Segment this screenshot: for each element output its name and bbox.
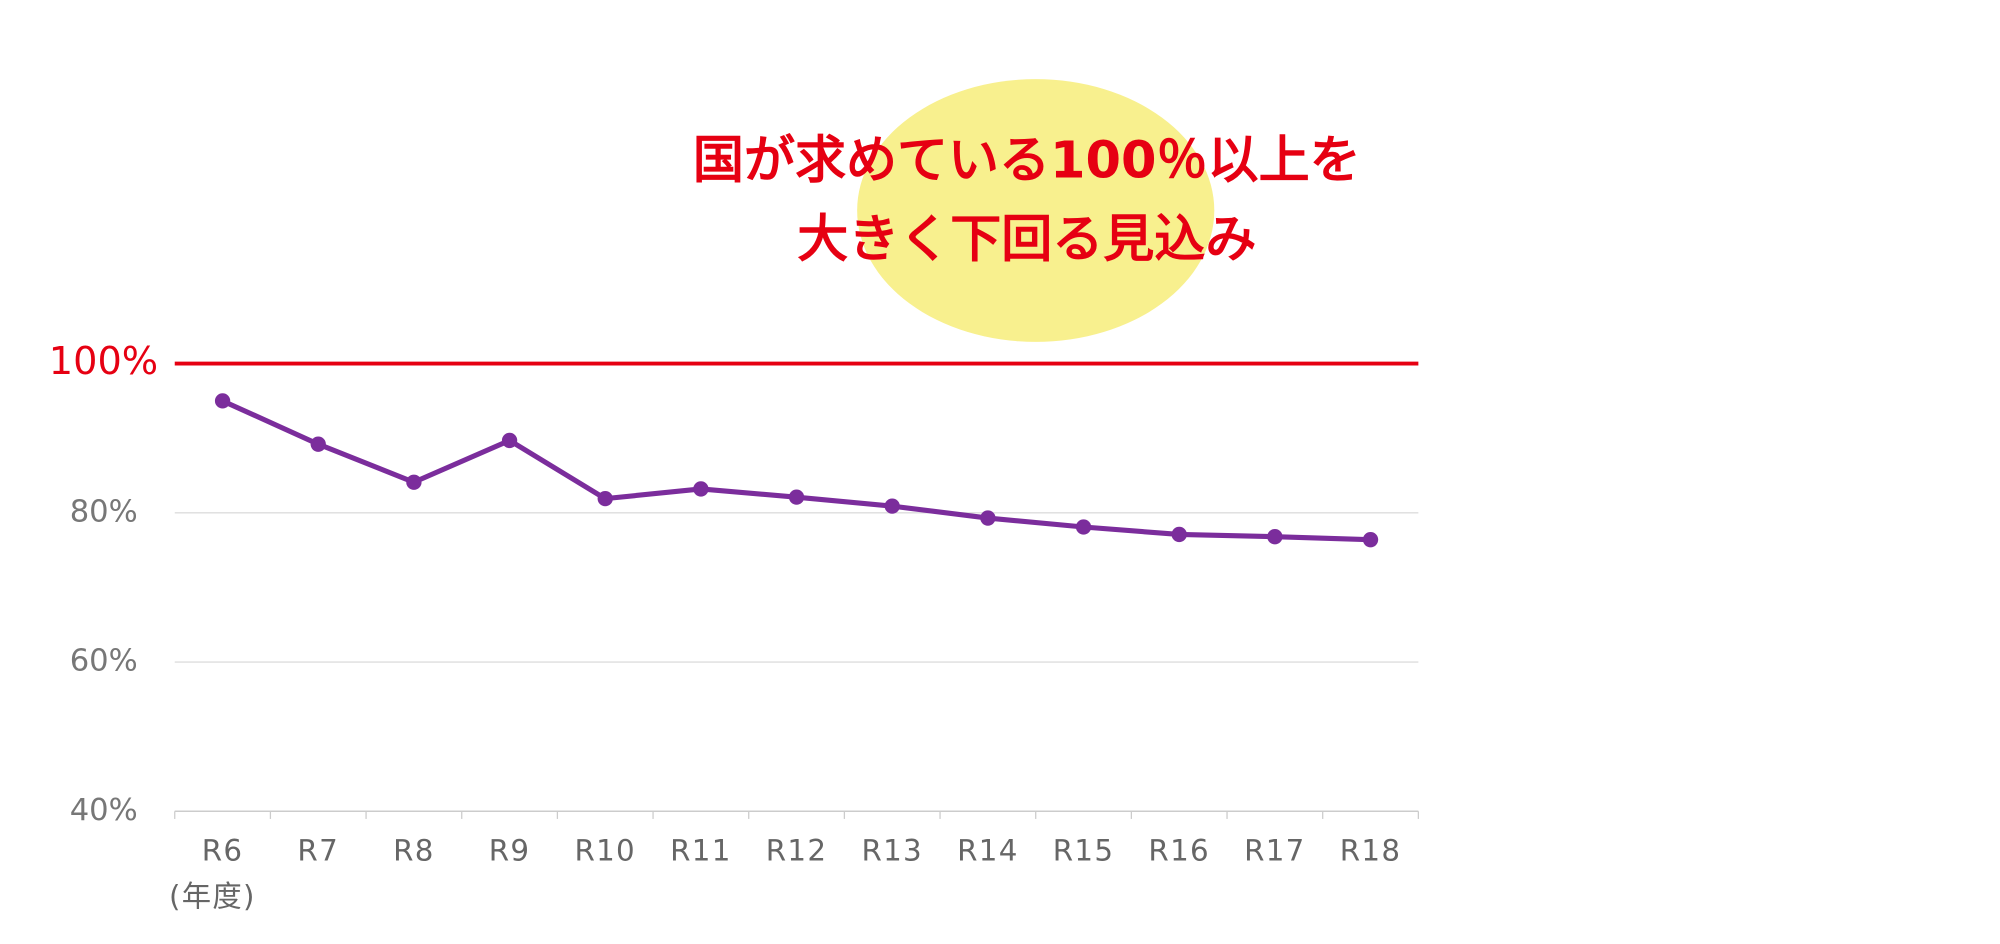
data-point <box>1075 519 1092 535</box>
reference-label: 100% <box>49 339 158 384</box>
x-tick-label: R17 <box>1244 834 1306 868</box>
data-point <box>214 393 231 409</box>
data-point <box>406 474 422 490</box>
x-tick-label: R7 <box>297 834 339 868</box>
data-point <box>1362 532 1379 548</box>
x-tick-label: R15 <box>1053 834 1115 868</box>
x-tick-label: R9 <box>489 834 531 868</box>
data-point <box>884 498 900 514</box>
x-tick-label: R11 <box>670 834 732 868</box>
annotation: 国が求めている100％以上を <box>693 131 1361 190</box>
data-point <box>788 489 805 505</box>
series-line <box>221 398 1371 543</box>
data-point <box>597 490 613 507</box>
data-point <box>310 436 326 452</box>
highlight-circle <box>857 79 1215 342</box>
y-tick-label: 60% <box>70 644 138 679</box>
y-tick-label: 40% <box>70 793 138 828</box>
y-tick-label: 80% <box>70 494 138 529</box>
data-point <box>1171 526 1187 543</box>
annotation: 大きく下回る見込み <box>797 210 1256 269</box>
x-tick-label: R16 <box>1148 834 1210 868</box>
x-tick-label: R6 <box>202 834 244 868</box>
x-tick-label: R14 <box>957 834 1019 868</box>
data-point <box>1267 529 1283 545</box>
data-point <box>693 481 709 497</box>
data-point <box>501 432 518 449</box>
x-tick-label: R18 <box>1340 834 1402 868</box>
x-tick-label: R8 <box>393 834 435 868</box>
x-tick-label: R13 <box>861 834 923 868</box>
x-axis-label: (年度) <box>169 880 256 914</box>
x-tick-label: R10 <box>574 834 636 868</box>
data-point <box>980 510 996 526</box>
x-tick-label: R12 <box>766 834 828 868</box>
